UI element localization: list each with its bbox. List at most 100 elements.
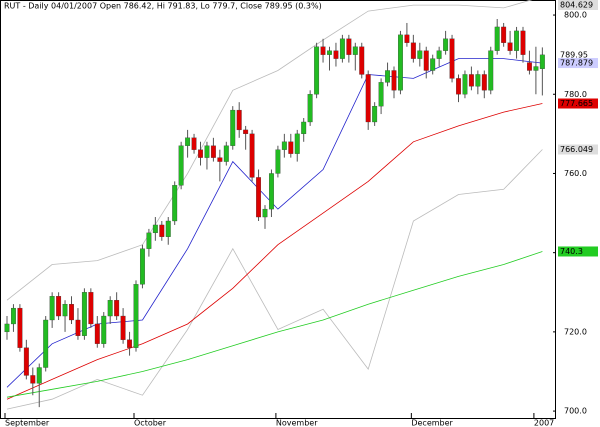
candle-body [468,74,474,87]
candle-body [288,141,294,154]
candle-body [314,46,320,95]
y-tick-label: 700.0 [564,407,587,416]
candle-body [449,38,455,79]
candle-body [275,149,281,174]
candle-body [333,50,339,59]
candle-body [539,54,545,69]
candle-body [120,315,126,340]
candle-body [23,347,29,376]
candle-body [372,105,378,123]
candle-body [17,307,23,348]
candle-body [501,26,507,43]
candle-body [488,50,494,91]
candle-body [352,46,358,55]
candle-body [62,304,68,317]
value-marker-label: 787.879 [560,59,593,68]
candle-body [397,34,403,91]
candle-body [527,62,532,71]
candle-body [146,232,152,249]
candle-body [339,38,345,59]
candle-body [494,26,500,51]
value-marker [558,58,598,69]
candle-body [30,375,36,384]
x-tick-label: September [5,419,50,427]
candle-body [430,58,436,71]
candle-body [152,224,158,234]
candle-body [56,296,62,317]
x-tick-label: 2007 [534,419,554,427]
candle-body [223,145,229,162]
candle-body [159,224,165,237]
value-marker-label: 766.049 [560,145,593,154]
candle-body [178,145,184,186]
candle-body [75,319,81,336]
candle-body [43,319,49,368]
x-tick-label: November [276,419,318,427]
candle-body [107,300,113,317]
candle-body [462,74,468,95]
candle-body [262,208,268,218]
candle-body [81,292,87,336]
y-tick-label: 800.0 [564,11,587,20]
candle-body [481,74,487,91]
indicator-line [6,149,543,410]
candle-body [307,94,313,123]
candle-body [327,50,332,55]
candle-body [346,38,352,55]
candle-body [69,304,74,321]
y-tick-label: 780.0 [564,90,587,99]
candle-body [49,296,55,321]
candle-body [172,185,178,222]
candle-body [236,109,242,131]
candle-body [94,323,100,344]
value-marker [558,144,598,155]
candle-body [249,133,255,178]
indicator-line [6,103,543,400]
value-marker [558,0,598,10]
x-tick-label: December [411,419,453,427]
candle-body [127,339,132,348]
candle-body [268,173,274,210]
value-marker-label: 777.665 [560,99,593,108]
candle-body [475,74,481,87]
candle-body [204,145,210,158]
candle-body [417,50,423,59]
candle-body [133,284,139,348]
indicator-line [6,251,543,398]
candle-body [256,177,261,218]
x-tick-label: October [134,419,167,427]
candle-body [404,34,410,43]
candle-body [198,149,203,158]
candle-body [378,82,384,107]
candle-body [359,46,365,75]
candle-body [165,220,171,237]
candle-body [320,46,326,55]
candle-body [385,70,390,83]
indicator-line [6,0,533,301]
candle-body [114,300,120,317]
candle-body [281,141,287,150]
chart-title: RUT - Daily 04/01/2007 Open 786.42, Hi 7… [4,2,322,11]
candle-body [36,367,42,384]
value-marker [558,49,598,60]
y-tick-label: 760.0 [564,169,587,178]
value-marker [558,246,598,257]
candle-body [514,30,519,51]
candle-body [436,50,442,59]
value-marker-label: 740.3 [560,247,583,256]
candle-body [391,70,397,91]
candle-body [4,323,10,333]
candle-body [533,66,539,71]
candle-body [210,145,216,158]
candle-body [88,292,94,325]
candle-body [10,307,16,325]
candle-body [410,42,416,59]
candle-body [423,50,429,71]
candle-body [520,30,526,55]
candle-body [365,74,371,123]
candle-body [443,38,449,51]
candle-body [301,121,307,135]
candle-body [456,78,461,95]
value-marker-label: 789.95 [560,50,588,59]
